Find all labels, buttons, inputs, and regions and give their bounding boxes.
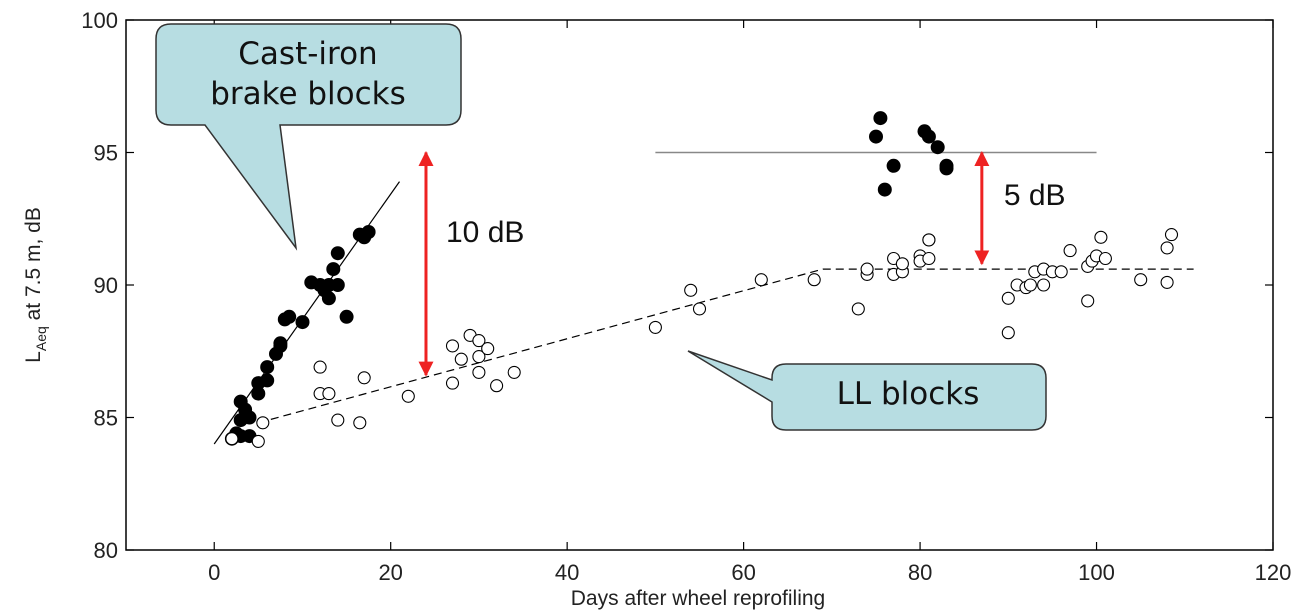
cast-iron-point-38: [940, 159, 953, 172]
ll-point-52: [1095, 231, 1107, 243]
callout-ll-label: LL blocks: [837, 376, 980, 412]
ll-point-2: [257, 417, 269, 429]
cast-iron-point-17: [296, 316, 309, 329]
cast-iron-point-35: [922, 130, 935, 143]
ll-point-11: [447, 340, 459, 352]
difference-arrows: 10 dB 5 dB: [426, 153, 1066, 376]
cast-iron-point-32: [878, 183, 891, 196]
cast-iron-point-14: [274, 337, 287, 350]
ll-point-43: [1038, 279, 1050, 291]
ll-point-3: [314, 361, 326, 373]
ll-point-31: [896, 258, 908, 270]
y-axis-label: LAeq at 7.5 m, dB: [22, 207, 49, 363]
ll-point-15: [473, 366, 485, 378]
callout-ll: LL blocks: [688, 351, 1046, 430]
ll-point-17: [482, 343, 494, 355]
ll-point-7: [354, 417, 366, 429]
y-axis-label-sub: Aeq: [33, 326, 49, 351]
ll-point-27: [861, 263, 873, 275]
cast-iron-point-29: [362, 226, 375, 239]
ll-point-1: [252, 435, 264, 447]
y-tick-label-95: 95: [94, 141, 118, 166]
cast-iron-point-25: [340, 310, 353, 323]
y-tick-label-90: 90: [94, 273, 118, 298]
cast-iron-point-31: [874, 112, 887, 125]
x-tick-label-20: 20: [378, 560, 402, 585]
ll-point-55: [1161, 276, 1173, 288]
ll-point-46: [1055, 266, 1067, 278]
ll-point-19: [508, 366, 520, 378]
cast-iron-point-11: [261, 361, 274, 374]
ll-point-47: [1064, 245, 1076, 257]
ll-point-57: [1166, 229, 1178, 241]
cast-iron-point-7: [234, 395, 247, 408]
ll-point-12: [455, 353, 467, 365]
ll-point-25: [852, 303, 864, 315]
y-axis-label-main: L: [22, 351, 45, 363]
y-tick-label-85: 85: [94, 406, 118, 431]
y-tick-label-100: 100: [81, 8, 118, 33]
x-tick-label-0: 0: [208, 560, 220, 585]
y-axis-label-rest: at 7.5 m, dB: [22, 207, 45, 326]
ll-point-18: [491, 380, 503, 392]
callout-cast-iron: Cast-iron brake blocks: [156, 24, 461, 248]
cast-iron-point-23: [327, 263, 340, 276]
ll-point-0: [226, 433, 238, 445]
cast-iron-point-36: [931, 141, 944, 154]
ll-point-24: [808, 274, 820, 286]
ll-point-8: [358, 372, 370, 384]
callout-cast-iron-line-1: Cast-iron: [238, 36, 377, 72]
ll-point-23: [755, 274, 767, 286]
cast-iron-point-16: [283, 310, 296, 323]
x-tick-label-120: 120: [1255, 560, 1292, 585]
ll-point-6: [332, 414, 344, 426]
fit-line-1: [258, 269, 1193, 423]
ll-point-10: [447, 377, 459, 389]
ll-point-20: [649, 321, 661, 333]
cast-iron-point-30: [870, 130, 883, 143]
ll-point-56: [1161, 242, 1173, 254]
x-tick-label-40: 40: [555, 560, 579, 585]
x-tick-label-60: 60: [731, 560, 755, 585]
ll-point-21: [685, 284, 697, 296]
ll-point-35: [923, 253, 935, 265]
arrow-label-5db: 5 dB: [1004, 179, 1066, 212]
callout-cast-iron-line-2: brake blocks: [210, 76, 406, 112]
ll-point-9: [402, 390, 414, 402]
ll-point-48: [1082, 295, 1094, 307]
ll-point-36: [923, 234, 935, 246]
ll-point-37: [1002, 327, 1014, 339]
x-tick-label-100: 100: [1078, 560, 1115, 585]
cast-iron-point-26: [331, 247, 344, 260]
ll-point-38: [1002, 292, 1014, 304]
ll-point-53: [1099, 253, 1111, 265]
cast-iron-point-33: [887, 159, 900, 172]
ll-point-5: [323, 388, 335, 400]
ll-point-22: [694, 303, 706, 315]
ll-point-54: [1135, 274, 1147, 286]
ll-point-41: [1024, 279, 1036, 291]
y-tick-label-80: 80: [94, 538, 118, 563]
cast-iron-point-22: [322, 292, 335, 305]
x-axis-label: Days after wheel reprofiling: [571, 587, 825, 610]
x-tick-label-80: 80: [908, 560, 932, 585]
cast-iron-point-10: [261, 374, 274, 387]
arrow-label-10db: 10 dB: [446, 216, 524, 249]
cast-iron-point-24: [331, 279, 344, 292]
